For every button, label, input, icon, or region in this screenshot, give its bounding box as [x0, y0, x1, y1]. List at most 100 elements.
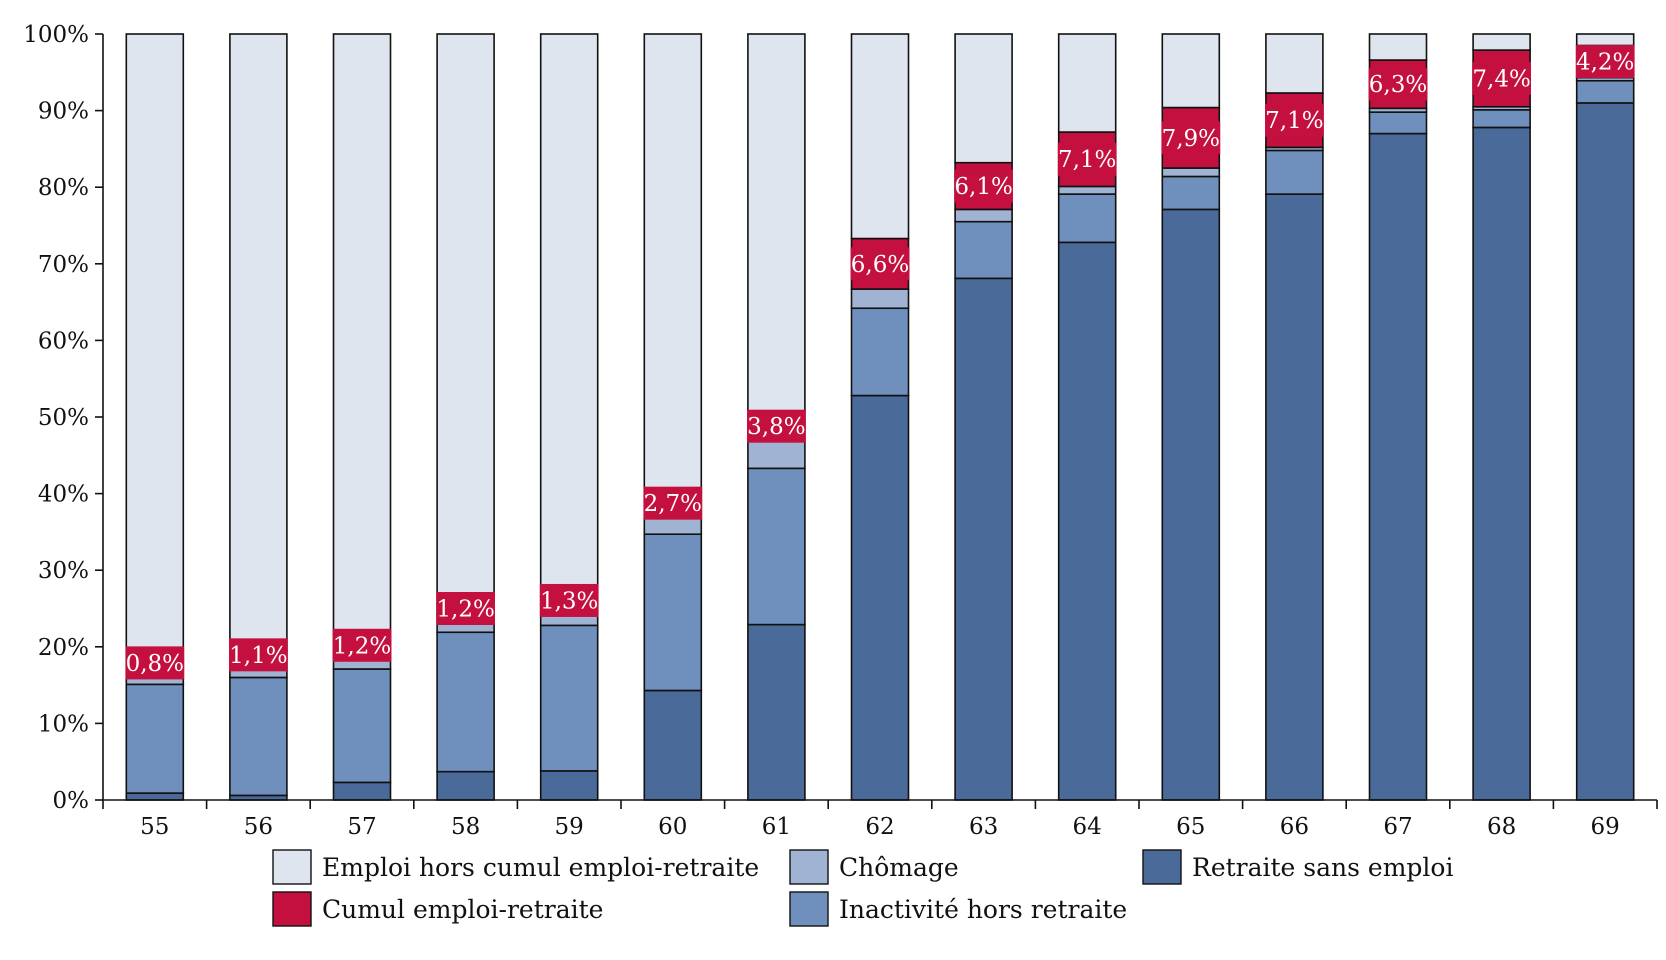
cumul-label-bg-62 — [850, 247, 910, 281]
bar-retraite-61 — [747, 623, 806, 801]
bar-emploi-62 — [850, 33, 910, 240]
y-tick-label-50: 50% — [38, 405, 89, 431]
axes-layer: 0% 10% 20% 30% 40% 50% 60% 70% 80% 90% 100% 55 56 57 5… — [23, 22, 1658, 840]
bar-group-67 — [1368, 33, 1428, 801]
y-tick-label-40: 40% — [38, 482, 89, 508]
cumul-label-68: 7,4% — [1472, 61, 1531, 95]
bar-emploi-55 — [125, 33, 185, 661]
legend-item-cumul: Cumul emploi-retraite — [272, 891, 603, 927]
cumul-label-bg-65 — [1161, 121, 1221, 155]
cumul-label-69: 4,2% — [1575, 45, 1635, 79]
bar-retraite-68 — [1472, 126, 1531, 801]
x-tick-label-64: 64 — [1073, 814, 1102, 840]
x-tick-label-56: 56 — [244, 814, 273, 840]
bar-inactivite-62 — [850, 307, 910, 397]
cumul-label-67: 6,3% — [1368, 67, 1428, 101]
bar-retraite-57 — [332, 781, 392, 801]
bar-group-56 — [229, 33, 288, 801]
cumul-label-58: 1,2% — [436, 592, 495, 625]
x-tick-label-57: 57 — [347, 814, 376, 840]
bar-emploi-59 — [539, 33, 599, 597]
legend-label-cumul: Cumul emploi-retraite — [322, 895, 603, 924]
bar-retraite-58 — [436, 770, 495, 801]
bar-group-59 — [539, 33, 599, 801]
legend-label-emploi: Emploi hors cumul emploi-retraite — [322, 853, 759, 882]
cumul-label-text-65: 7,9% — [1162, 126, 1220, 152]
bar-inactivite-57 — [332, 668, 392, 784]
cumul-label-bg-64 — [1057, 142, 1117, 176]
bar-emploi-61 — [747, 33, 806, 413]
bar-group-64 — [1057, 33, 1117, 801]
cumul-label-57: 1,2% — [332, 628, 392, 662]
legend: Emploi hors cumul emploi-retraite Chômage… — [272, 849, 1453, 927]
cumul-label-bg-60 — [643, 486, 703, 520]
cumul-label-text-66: 7,1% — [1265, 108, 1323, 134]
bar-inactivite-68 — [1472, 109, 1531, 129]
x-tick-label-69: 69 — [1591, 814, 1620, 840]
cumul-label-66: 7,1% — [1265, 103, 1324, 137]
cumul-label-bg-59 — [539, 583, 599, 617]
cumul-label-bg-69 — [1575, 45, 1635, 79]
legend-swatch-emploi — [272, 849, 312, 885]
bar-emploi-69 — [1575, 33, 1635, 47]
x-tick-label-60: 60 — [658, 814, 687, 840]
y-tick-label-30: 30% — [38, 558, 89, 584]
bar-inactivite-69 — [1575, 79, 1635, 104]
legend-item-retraite: Retraite sans emploi — [1142, 849, 1453, 885]
legend-swatch-cumul — [272, 891, 312, 927]
x-tick-label-68: 68 — [1487, 814, 1516, 840]
legend-item-emploi: Emploi hors cumul emploi-retraite — [272, 849, 759, 885]
cumul-label-text-61: 3,8% — [747, 414, 805, 440]
x-tick-label-66: 66 — [1280, 814, 1309, 840]
cumul-label-text-63: 6,1% — [954, 174, 1012, 200]
bar-retraite-60 — [643, 689, 703, 801]
bar-emploi-57 — [332, 33, 392, 642]
bar-emploi-65 — [1161, 33, 1221, 109]
bar-emploi-68 — [1472, 33, 1531, 51]
bar-group-62 — [850, 33, 910, 801]
bar-retraite-63 — [954, 277, 1013, 801]
bar-inactivite-61 — [747, 467, 806, 626]
bar-chomage-62 — [850, 288, 910, 310]
cumul-label-text-60: 2,7% — [644, 491, 702, 517]
cumul-label-bg-55 — [125, 646, 185, 680]
bars-layer — [125, 33, 1635, 801]
cumul-label-bg-67 — [1368, 67, 1428, 101]
x-tick-label-63: 63 — [969, 814, 998, 840]
bar-inactivite-64 — [1057, 193, 1117, 244]
bar-chomage-63 — [954, 208, 1013, 223]
cumul-label-62: 6,6% — [850, 247, 910, 281]
y-tick-label-20: 20% — [38, 635, 89, 661]
bar-inactivite-56 — [229, 676, 288, 797]
bar-group-57 — [332, 33, 392, 801]
bar-chomage-65 — [1161, 167, 1221, 178]
bar-inactivite-67 — [1368, 111, 1428, 135]
bar-chomage-64 — [1057, 185, 1117, 195]
legend-label-inactivite: Inactivité hors retraite — [839, 895, 1127, 924]
y-tick-label-60: 60% — [38, 328, 89, 354]
bar-inactivite-65 — [1161, 175, 1221, 211]
y-tick-label-10: 10% — [38, 711, 89, 737]
data-labels-layer: 0,8% 1,1% 1,2% 1,2% 1,3% 2,7% 3,8% 6,6% 6,1% 7,1%… — [125, 45, 1635, 680]
bar-retraite-66 — [1265, 193, 1324, 801]
cumul-label-bg-66 — [1265, 103, 1324, 137]
cumul-label-text-62: 6,6% — [851, 252, 909, 278]
cumul-label-text-59: 1,3% — [540, 588, 598, 614]
cumul-label-bg-63 — [954, 169, 1013, 203]
cumul-label-56: 1,1% — [229, 638, 288, 672]
cumul-label-59: 1,3% — [539, 583, 599, 617]
x-tick-label-58: 58 — [451, 814, 480, 840]
cumul-label-61: 3,8% — [747, 409, 806, 443]
cumul-label-bg-61 — [747, 409, 806, 443]
y-tick-label-70: 70% — [38, 252, 89, 278]
bar-group-66 — [1265, 33, 1324, 801]
bar-retraite-62 — [850, 394, 910, 801]
cumul-label-text-67: 6,3% — [1369, 72, 1427, 98]
bar-emploi-58 — [436, 33, 495, 605]
bar-emploi-60 — [643, 33, 703, 494]
y-tick-label-100: 100% — [23, 22, 89, 48]
legend-label-chomage: Chômage — [839, 853, 959, 882]
bar-group-60 — [643, 33, 703, 801]
bar-group-69 — [1575, 33, 1635, 801]
